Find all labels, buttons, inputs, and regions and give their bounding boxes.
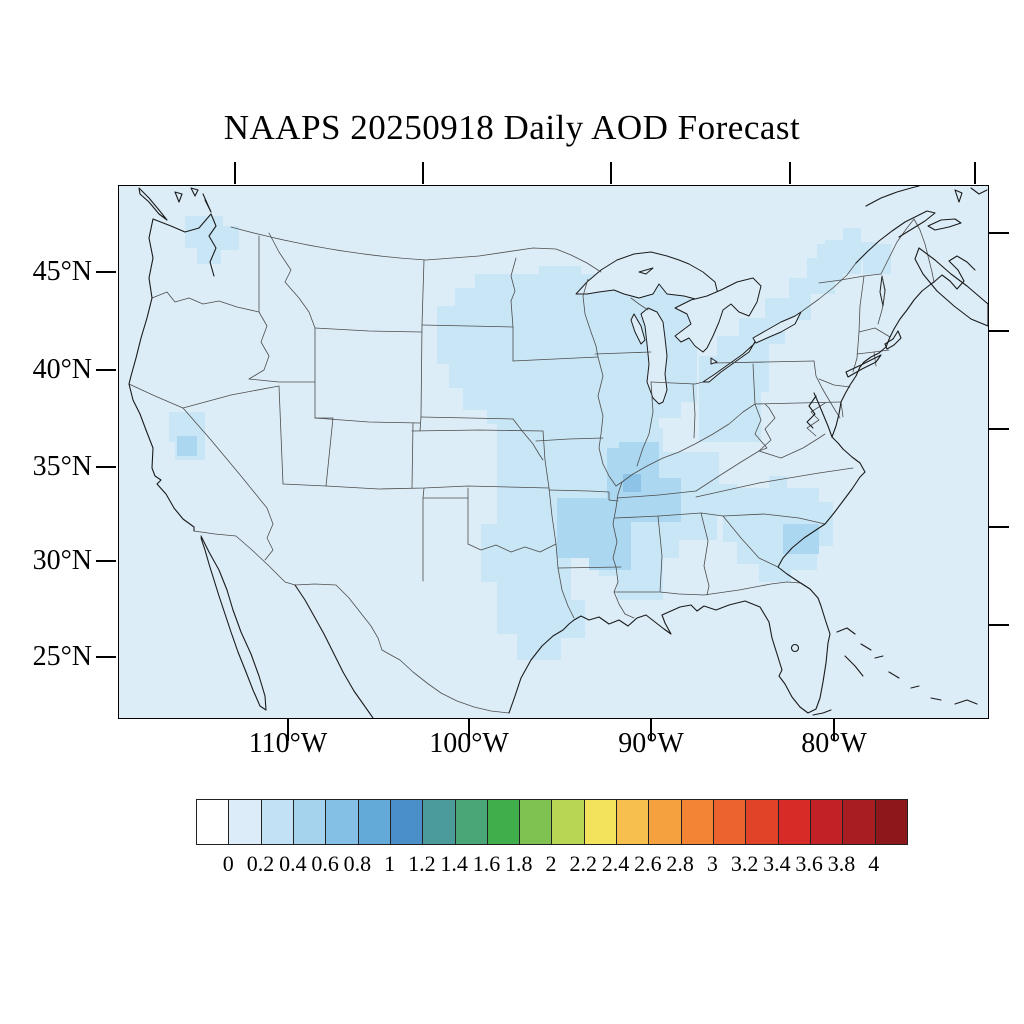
lat-tick-right bbox=[989, 428, 1009, 430]
state-borders bbox=[128, 218, 935, 714]
lon-tick-top bbox=[974, 162, 976, 184]
colorbar-tick-label: 1.4 bbox=[440, 851, 468, 876]
lat-label-40n: 40°N bbox=[32, 354, 92, 385]
colorbar-cell-9 bbox=[487, 800, 521, 844]
lat-tick-right bbox=[989, 526, 1009, 528]
lat-tick bbox=[96, 271, 116, 273]
colorbar-tick-label: 1.8 bbox=[504, 851, 533, 876]
lon-tick-top bbox=[610, 162, 612, 184]
colorbar-cell-5 bbox=[358, 800, 391, 844]
lat-label-45n: 45°N bbox=[32, 256, 92, 287]
map-frame bbox=[118, 185, 989, 719]
colorbar-tick-label: 0.8 bbox=[343, 851, 372, 876]
colorbar-tick-label: 3.8 bbox=[827, 851, 856, 876]
lat-tick bbox=[96, 369, 116, 371]
colorbar-tick-label: 3.6 bbox=[795, 851, 823, 876]
colorbar-tick-label: 2.8 bbox=[666, 851, 694, 876]
colorbar-cell-0 bbox=[197, 800, 230, 844]
colorbar-cell-16 bbox=[714, 800, 747, 844]
colorbar-tick-label: 3 bbox=[706, 851, 718, 876]
colorbar-tick-label: 1.2 bbox=[408, 851, 436, 876]
colorbar-cell-2 bbox=[261, 800, 294, 844]
colorbar-cell-7 bbox=[423, 800, 456, 844]
colorbar-cell-3 bbox=[293, 800, 327, 844]
colorbar-cell-20 bbox=[843, 800, 876, 844]
colorbar-tick-label: 0.6 bbox=[311, 851, 339, 876]
colorbar-cell-21 bbox=[875, 800, 907, 844]
lat-label-35n: 35°N bbox=[32, 451, 92, 482]
colorbar-labels: 0 0.2 0.4 0.6 0.8 1 1.2 1.4 1.6 1.8 2 2.2 2.4 2.6 2.8 3… bbox=[196, 851, 906, 877]
lat-tick bbox=[96, 560, 116, 562]
colorbar-tick-label: 3.4 bbox=[763, 851, 791, 876]
lat-tick-right bbox=[989, 624, 1009, 626]
lon-tick-bottom bbox=[650, 719, 652, 741]
colorbar-cell-4 bbox=[326, 800, 359, 844]
lon-tick-bottom bbox=[468, 719, 470, 741]
colorbar-cell-14 bbox=[649, 800, 682, 844]
colorbar-cell-18 bbox=[778, 800, 811, 844]
page-title: NAAPS 20250918 Daily AOD Forecast bbox=[223, 108, 801, 147]
colorbar-cell-13 bbox=[617, 800, 650, 844]
colorbar-cell-19 bbox=[810, 800, 844, 844]
lon-tick-bottom bbox=[833, 719, 835, 741]
colorbar-tick-label: 2.6 bbox=[634, 851, 662, 876]
lon-tick-top bbox=[789, 162, 791, 184]
colorbar-cell-10 bbox=[520, 800, 553, 844]
great-lakes bbox=[575, 251, 886, 405]
colorbar bbox=[196, 799, 908, 845]
lon-tick-bottom bbox=[287, 719, 289, 741]
colorbar-tick-label: 3.2 bbox=[730, 851, 759, 876]
aod-patch-level3 bbox=[623, 474, 641, 492]
colorbar-tick-label: 2.2 bbox=[569, 851, 598, 876]
colorbar-cell-8 bbox=[455, 800, 488, 844]
colorbar-tick-label: 2.4 bbox=[601, 851, 630, 876]
lat-label-25n: 25°N bbox=[32, 641, 92, 672]
colorbar-cell-6 bbox=[390, 800, 424, 844]
aod-patch-level1 bbox=[169, 216, 891, 660]
lat-tick-right bbox=[989, 330, 1009, 332]
colorbar-tick-label: 2 bbox=[545, 851, 557, 876]
lat-tick bbox=[96, 656, 116, 658]
colorbar-tick-label: 0.2 bbox=[246, 851, 275, 876]
colorbar-tick-label: 1 bbox=[384, 851, 396, 876]
colorbar-tick-label: 0 bbox=[222, 851, 234, 876]
lon-tick-top bbox=[234, 162, 236, 184]
coastlines bbox=[128, 186, 988, 718]
colorbar-tick-label: 1.6 bbox=[472, 851, 501, 876]
colorbar-cell-17 bbox=[746, 800, 779, 844]
lon-tick-top bbox=[422, 162, 424, 184]
colorbar-cell-1 bbox=[229, 800, 262, 844]
us-aod-map bbox=[119, 186, 988, 718]
colorbar-cell-12 bbox=[584, 800, 618, 844]
lat-tick bbox=[96, 466, 116, 468]
colorbar-cell-15 bbox=[681, 800, 714, 844]
colorbar-cell-11 bbox=[552, 800, 585, 844]
colorbar-tick-label: 4 bbox=[868, 851, 880, 876]
colorbar-tick-label: 0.4 bbox=[279, 851, 307, 876]
lat-label-30n: 30°N bbox=[32, 545, 92, 576]
lat-tick-right bbox=[989, 232, 1009, 234]
